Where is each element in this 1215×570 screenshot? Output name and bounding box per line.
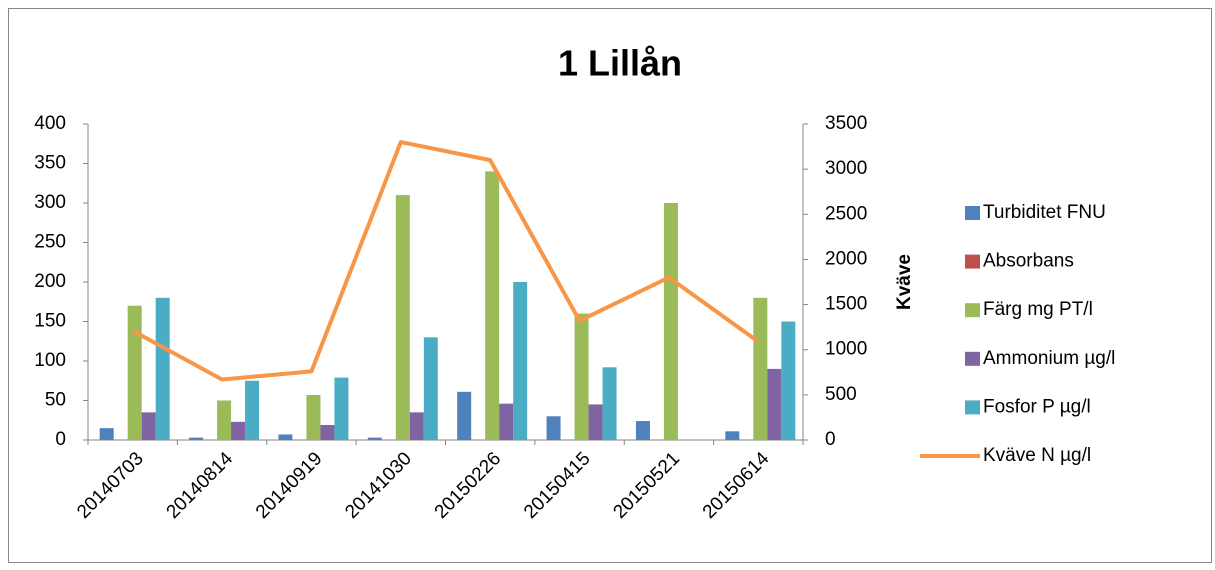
bar — [334, 378, 348, 440]
bar — [278, 434, 292, 440]
legend-label: Fosfor P µg/l — [983, 396, 1091, 417]
bar — [781, 322, 795, 441]
y-tick-label: 300 — [34, 192, 66, 213]
bar — [396, 195, 410, 440]
legend-swatch — [965, 303, 980, 317]
legend-label: Färg mg PT/l — [983, 299, 1093, 320]
y2-tick-label: 3500 — [825, 113, 867, 134]
y2-tick-label: 500 — [825, 384, 857, 405]
bar — [575, 314, 589, 440]
legend-label: Turbiditet FNU — [983, 202, 1106, 223]
y-tick-label: 150 — [34, 311, 66, 332]
y-tick-label: 0 — [55, 429, 66, 450]
y2-tick-label: 1000 — [825, 339, 867, 360]
bar — [485, 171, 499, 440]
y-tick-label: 250 — [34, 232, 66, 253]
bar — [725, 431, 739, 440]
bar — [142, 412, 156, 440]
chart-title: 1 Lillån — [558, 43, 682, 84]
y-tick-label: 350 — [34, 153, 66, 174]
bar — [753, 298, 767, 440]
bar — [306, 395, 320, 440]
bar — [320, 425, 334, 440]
y-tick-label: 100 — [34, 350, 66, 371]
legend-label: Absorbans — [983, 251, 1074, 272]
bar — [513, 282, 527, 440]
legend-swatch — [965, 255, 980, 269]
bar — [189, 438, 203, 440]
bar — [424, 337, 438, 440]
bar — [547, 416, 561, 440]
y-tick-label: 400 — [34, 113, 66, 134]
y-tick-label: 50 — [45, 390, 66, 411]
y2-tick-label: 2000 — [825, 248, 867, 269]
bar — [589, 404, 603, 440]
bar — [231, 422, 245, 440]
y2-tick-label: 3000 — [825, 158, 867, 179]
chart-frame — [9, 9, 1212, 563]
legend-swatch — [965, 352, 980, 366]
bar — [368, 438, 382, 440]
bar — [603, 367, 617, 440]
legend-swatch — [965, 400, 980, 414]
bar — [100, 428, 114, 440]
y2-tick-label: 2500 — [825, 203, 867, 224]
bar — [457, 392, 471, 440]
bar — [245, 381, 259, 440]
legend-label: Kväve N µg/l — [983, 445, 1091, 466]
bar — [128, 306, 142, 440]
bar — [499, 404, 513, 440]
y2-axis-label: Kväve — [894, 254, 915, 310]
legend-label: Ammonium µg/l — [983, 348, 1115, 369]
bar — [767, 369, 781, 440]
y2-tick-label: 1500 — [825, 294, 867, 315]
y2-tick-label: 0 — [825, 429, 836, 450]
bar — [664, 203, 678, 440]
y-tick-label: 200 — [34, 271, 66, 292]
bar — [636, 421, 650, 440]
bar — [217, 401, 231, 441]
bar — [156, 298, 170, 440]
bar — [410, 412, 424, 440]
legend-swatch — [965, 206, 980, 220]
